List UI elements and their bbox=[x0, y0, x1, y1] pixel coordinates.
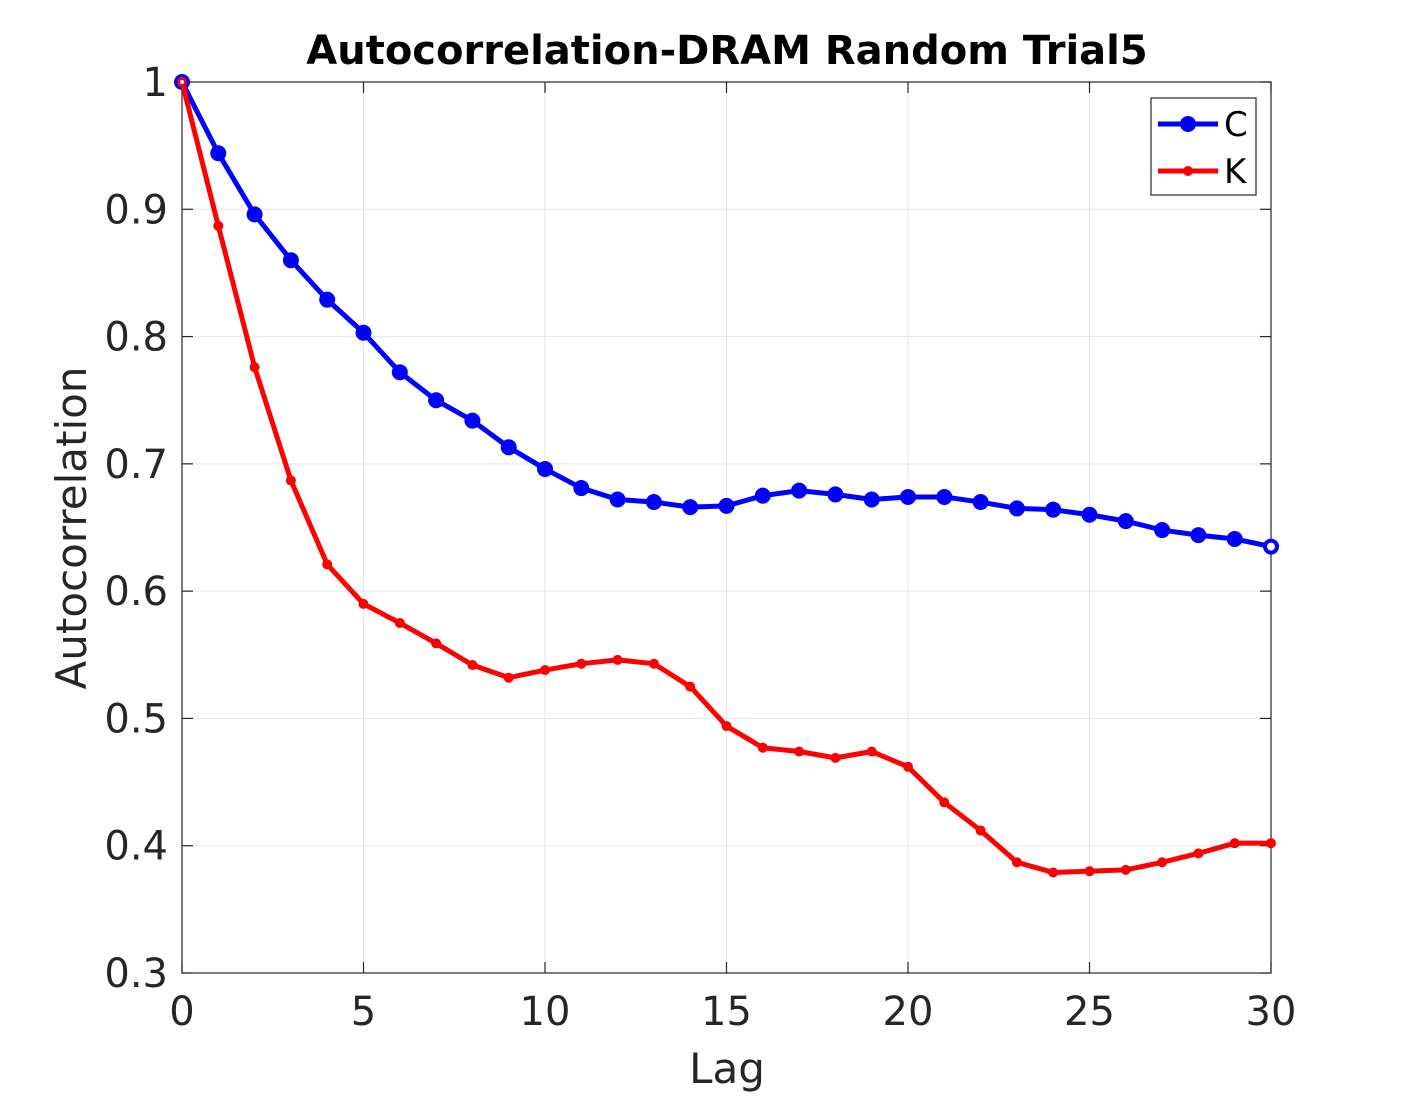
data-point-k bbox=[394, 617, 405, 628]
data-point-c bbox=[936, 488, 953, 505]
data-point-k bbox=[612, 654, 623, 665]
y-axis-label: Autocorrelation bbox=[47, 367, 96, 690]
data-point-c bbox=[1008, 500, 1025, 517]
data-point-k bbox=[431, 638, 442, 649]
data-point-k bbox=[576, 658, 587, 669]
y-tick-label: 0.5 bbox=[104, 696, 168, 742]
data-point-c bbox=[500, 439, 517, 456]
data-point-k bbox=[1084, 866, 1095, 877]
y-tick-label: 0.6 bbox=[104, 569, 168, 615]
legend-box bbox=[1150, 97, 1257, 196]
data-point-c bbox=[464, 412, 481, 429]
x-tick-label: 25 bbox=[1064, 989, 1115, 1035]
grid-lines bbox=[182, 82, 1271, 973]
data-point-k bbox=[358, 598, 369, 609]
data-series bbox=[174, 74, 1279, 878]
data-point-k-start-highlight bbox=[180, 80, 184, 84]
data-point-c bbox=[355, 324, 372, 341]
x-tick-label: 20 bbox=[883, 989, 934, 1035]
x-tick-label: 10 bbox=[520, 989, 571, 1035]
data-point-c bbox=[428, 392, 445, 409]
data-point-c bbox=[1045, 501, 1062, 518]
data-point-c bbox=[754, 487, 771, 504]
legend: C K bbox=[1150, 97, 1257, 196]
x-tick-label: 0 bbox=[169, 989, 194, 1035]
data-point-k bbox=[721, 721, 732, 732]
y-tick-label: 0.8 bbox=[104, 315, 168, 361]
data-point-c bbox=[718, 497, 735, 514]
data-point-c bbox=[682, 499, 699, 516]
data-point-c bbox=[900, 488, 916, 505]
series-k bbox=[177, 77, 1276, 878]
data-point-c bbox=[391, 364, 408, 381]
data-point-c bbox=[537, 460, 553, 477]
chart-title: Autocorrelation-DRAM Random Trial5 bbox=[306, 28, 1147, 74]
data-point-k bbox=[249, 362, 260, 373]
data-point-k bbox=[648, 658, 659, 669]
data-point-k bbox=[1266, 838, 1276, 849]
data-point-c bbox=[319, 291, 336, 308]
y-tick-label: 0.4 bbox=[104, 824, 168, 870]
data-point-k bbox=[866, 746, 877, 757]
data-point-k bbox=[322, 559, 333, 570]
data-point-k bbox=[213, 220, 224, 231]
data-point-k bbox=[285, 475, 296, 486]
data-point-k bbox=[1157, 857, 1168, 868]
y-tick-label: 0.7 bbox=[104, 442, 168, 488]
x-tick-label: 15 bbox=[701, 989, 752, 1035]
data-point-c bbox=[1190, 527, 1207, 544]
data-point-c bbox=[1154, 522, 1171, 539]
data-point-c bbox=[972, 494, 989, 511]
data-point-c bbox=[282, 252, 299, 269]
data-point-c bbox=[210, 145, 227, 162]
data-point-k bbox=[1229, 838, 1240, 849]
data-point-k bbox=[1120, 864, 1131, 875]
data-point-k bbox=[467, 659, 478, 670]
x-tick-label: 30 bbox=[1246, 989, 1297, 1035]
data-point-k bbox=[1048, 867, 1059, 878]
data-point-k bbox=[975, 825, 986, 836]
series-c bbox=[174, 74, 1279, 555]
data-point-k bbox=[939, 797, 950, 808]
data-point-c-end-highlight bbox=[1267, 542, 1275, 551]
data-point-c bbox=[791, 482, 808, 499]
data-point-k bbox=[903, 761, 913, 772]
legend-marker-k bbox=[1183, 166, 1193, 176]
data-point-c bbox=[573, 480, 590, 497]
legend-marker-c bbox=[1180, 116, 1196, 132]
data-point-k bbox=[1011, 857, 1022, 868]
data-point-k bbox=[503, 672, 514, 683]
x-axis-label: Lag bbox=[689, 1044, 765, 1093]
y-tick-label: 0.3 bbox=[104, 951, 168, 997]
y-tick-label: 0.9 bbox=[104, 187, 168, 233]
x-tick-label: 5 bbox=[351, 989, 376, 1035]
data-point-c bbox=[827, 486, 844, 503]
data-point-k bbox=[794, 746, 805, 757]
axis-ticks: 0 5 10 15 20 25 30 0.3 0.4 0.5 0.6 0.7 0.8 0.9 1 bbox=[104, 60, 1296, 1035]
legend-label-k: K bbox=[1224, 152, 1248, 192]
data-point-k bbox=[685, 681, 696, 692]
y-tick-label: 1 bbox=[143, 60, 168, 106]
data-point-c bbox=[246, 206, 263, 223]
data-point-c bbox=[645, 494, 662, 511]
data-point-c bbox=[863, 491, 880, 508]
data-point-k bbox=[1193, 848, 1204, 859]
data-point-c bbox=[1117, 513, 1134, 530]
data-point-k bbox=[757, 742, 768, 753]
data-point-k bbox=[830, 752, 841, 763]
data-point-k bbox=[540, 665, 550, 676]
legend-label-c: C bbox=[1224, 105, 1248, 145]
data-point-c bbox=[1226, 530, 1243, 547]
data-point-c bbox=[1081, 506, 1098, 523]
data-point-c bbox=[609, 491, 626, 508]
